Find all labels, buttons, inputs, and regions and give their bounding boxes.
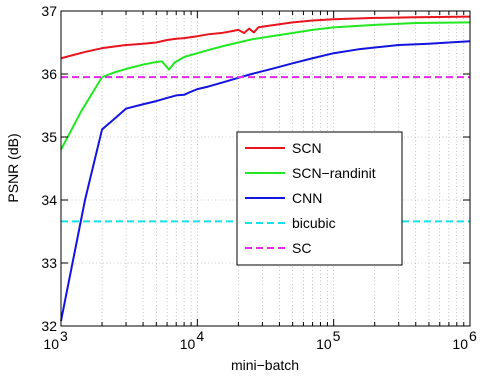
x-tick-label: 10 6 xyxy=(452,328,477,352)
x-tick-label-exponent: 4 xyxy=(196,328,204,344)
y-tick-label: 35 xyxy=(41,129,57,145)
x-tick-label: 10 3 xyxy=(43,328,68,352)
legend-label: bicubic xyxy=(292,215,336,231)
x-tick-label-exponent: 5 xyxy=(333,328,341,344)
legend-label: SCN xyxy=(292,140,322,156)
legend: SCN SCN−randinit CNN bicubic SC xyxy=(236,131,403,266)
x-tick-label-base: 10 xyxy=(180,336,196,352)
y-tick-labels: 32 33 34 35 36 37 xyxy=(41,3,57,334)
plot-frame xyxy=(60,10,471,327)
x-tick-labels: 10 3 10 4 10 5 10 6 xyxy=(43,328,477,352)
x-tick-label-base: 10 xyxy=(452,336,468,352)
x-tick-label-exponent: 3 xyxy=(60,328,68,344)
legend-label: SCN−randinit xyxy=(292,165,376,181)
y-axis-label: PSNR (dB) xyxy=(5,133,21,202)
legend-label: SC xyxy=(292,240,311,256)
x-tick-label-exponent: 6 xyxy=(469,328,477,344)
series-line-cnn xyxy=(60,40,471,322)
series-line-scn-randinit xyxy=(60,21,471,151)
series-line-scn xyxy=(60,15,471,60)
y-tick-label: 34 xyxy=(41,192,57,208)
y-tick-label: 32 xyxy=(41,318,57,334)
y-tick-label: 33 xyxy=(41,255,57,271)
y-tick-label: 36 xyxy=(41,66,57,82)
x-tick-label: 10 4 xyxy=(180,328,205,352)
y-tick-label: 37 xyxy=(41,3,57,19)
x-tick-label-base: 10 xyxy=(316,336,332,352)
axis-ticks xyxy=(60,10,471,327)
x-tick-label-base: 10 xyxy=(43,336,59,352)
x-axis-label: mini−batch xyxy=(231,357,299,373)
x-tick-label: 10 5 xyxy=(316,328,341,352)
legend-label: CNN xyxy=(292,190,322,206)
